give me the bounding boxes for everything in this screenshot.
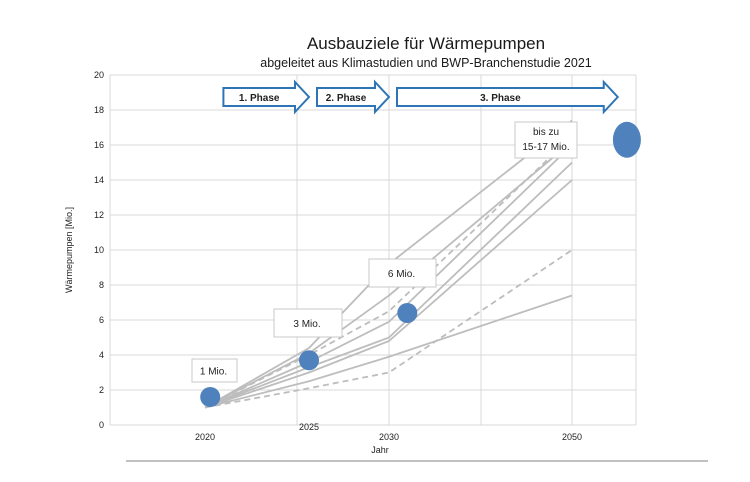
series-line [204, 119, 573, 409]
y-tick-label: 8 [99, 280, 104, 290]
y-tick-label: 0 [99, 420, 104, 430]
y-tick-label: 20 [94, 70, 104, 80]
chart-title: Ausbauziele für Wärmepumpen [307, 34, 545, 53]
phase-arrow [396, 79, 620, 115]
y-tick-label: 4 [99, 350, 104, 360]
x-tick-label: 2050 [562, 432, 582, 442]
callout-label-line2: 15-17 Mio. [522, 142, 569, 153]
y-tick-label: 14 [94, 175, 104, 185]
series-line [204, 140, 573, 409]
study-lines [204, 119, 573, 409]
target-marker [397, 303, 418, 323]
series-line [204, 294, 573, 409]
series-line [204, 161, 573, 409]
callout-label: 3 Mio. [293, 319, 320, 330]
target-marker [200, 387, 221, 407]
value-callouts: 1 Mio. 3 Mio. 6 Mio. bis zu 15-17 Mio. [191, 121, 578, 383]
y-tick-label: 12 [94, 210, 104, 220]
callout-box [368, 258, 437, 288]
target-markers [200, 121, 641, 407]
callout-label: 6 Mio. [388, 269, 415, 280]
callout-label-line1: bis zu [533, 127, 559, 138]
phase-label: 2. Phase [326, 93, 367, 104]
x-tick-label: 2025 [299, 422, 319, 432]
y-tick-label: 18 [94, 105, 104, 115]
target-marker [612, 121, 641, 158]
y-axis-title: Wärmepumpen [Mio.] [64, 207, 74, 293]
y-axis-ticks: 0 2 4 6 8 10 12 14 16 18 20 [94, 70, 104, 430]
phase-arrow [316, 79, 391, 115]
chart-subtitle: abgeleitet aus Klimastudien und BWP-Bran… [260, 56, 592, 70]
callout-box [191, 358, 238, 383]
callout-label: 1 Mio. [200, 367, 227, 378]
x-tick-label: 2020 [195, 432, 215, 442]
x-axis-ticks: 2020 2025 2030 2050 [195, 422, 582, 442]
phase-label: 1. Phase [239, 93, 280, 104]
target-marker [299, 350, 319, 371]
y-tick-label: 6 [99, 315, 104, 325]
x-axis-title: Jahr [371, 445, 389, 455]
y-tick-label: 2 [99, 385, 104, 395]
phase-arrows: 1. Phase 2. Phase 3. Phase [222, 79, 620, 115]
phase-arrow [222, 79, 311, 115]
y-tick-label: 10 [94, 245, 104, 255]
callout-box [514, 121, 578, 159]
x-tick-label: 2030 [379, 432, 399, 442]
y-tick-label: 16 [94, 140, 104, 150]
series-line [204, 135, 573, 409]
phase-label: 3. Phase [480, 93, 521, 104]
series-line [204, 144, 573, 409]
series-line [204, 249, 573, 409]
callout-box [273, 308, 343, 338]
series-line [204, 179, 573, 409]
